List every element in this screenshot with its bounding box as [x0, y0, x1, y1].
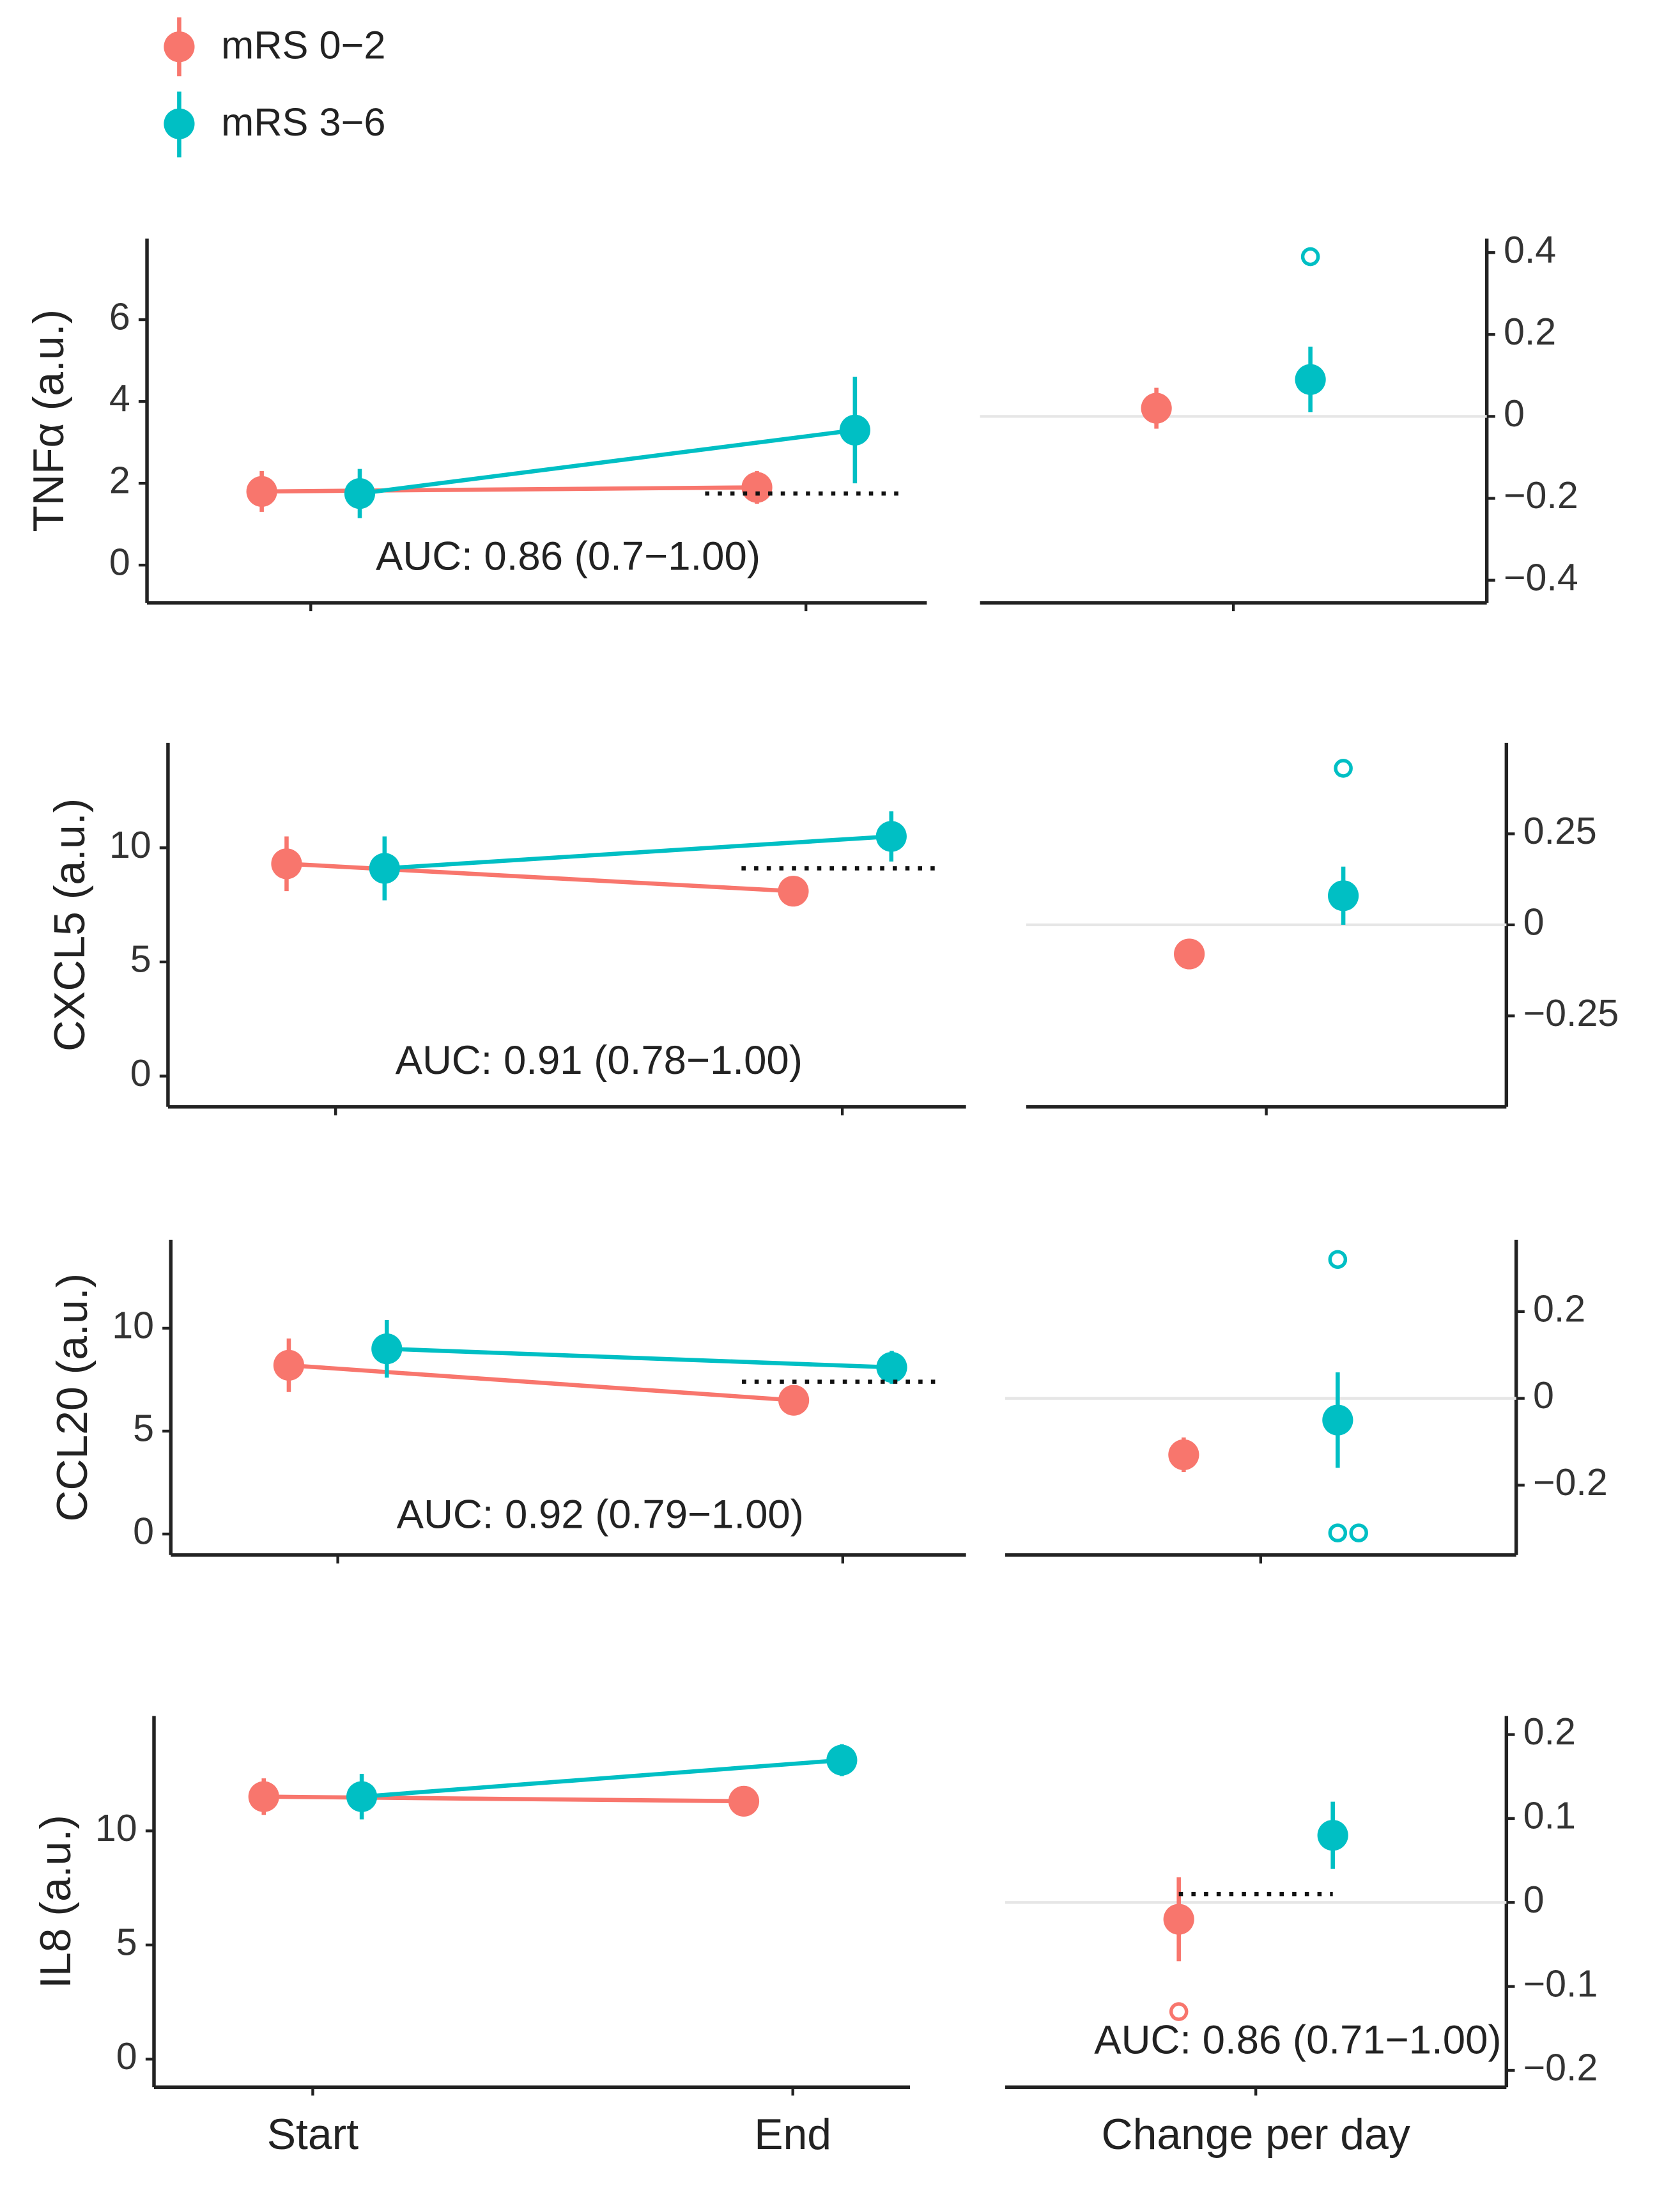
auc-annotation: AUC: 0.91 (0.78−1.00): [396, 1037, 803, 1083]
legend-label: mRS 0−2: [221, 23, 385, 67]
y-tick-label: −0.1: [1523, 1962, 1598, 2005]
y-tick-label: 0: [116, 2035, 137, 2077]
y-tick-label: 4: [109, 377, 130, 420]
mean-point: [741, 472, 773, 503]
mean-point: [1174, 938, 1205, 970]
mean-point: [1163, 1904, 1194, 1935]
y-tick-label: 5: [133, 1407, 154, 1450]
y-tick-label: 6: [109, 295, 130, 338]
y-tick-label: 0.1: [1523, 1794, 1576, 1837]
mean-point: [346, 1781, 378, 1812]
y-tick-label: −0.2: [1523, 2046, 1598, 2089]
outlier: [1169, 2002, 1189, 2021]
y-axis-label: IL8 (a.u.): [32, 1815, 80, 1989]
mean-line: [387, 1346, 892, 1370]
mean-line: [263, 1794, 744, 1804]
y-tick-label: 0.25: [1523, 809, 1597, 852]
mean-point: [875, 821, 907, 852]
mean-point: [728, 1785, 760, 1817]
mean-point: [1317, 1820, 1348, 1851]
y-tick-label: −0.4: [1504, 555, 1578, 598]
mean-point: [778, 1385, 810, 1416]
mean-point: [344, 477, 376, 509]
auc-annotation: AUC: 0.92 (0.79−1.00): [397, 1491, 804, 1537]
mean-point: [1168, 1439, 1199, 1470]
y-tick-label: 0: [109, 541, 130, 584]
y-tick-label: 2: [109, 459, 130, 502]
y-tick-label: −0.2: [1504, 474, 1578, 516]
mean-point: [271, 848, 302, 880]
mean-line: [361, 1758, 842, 1799]
y-tick-label: 5: [130, 938, 151, 981]
mean-line: [288, 1363, 794, 1402]
mean-point: [876, 1351, 907, 1383]
y-tick-label: 0.4: [1504, 228, 1556, 271]
legend-key: [164, 108, 195, 139]
mean-point: [1295, 364, 1326, 395]
y-axis-label: CCL20 (a.u.): [49, 1273, 96, 1522]
mean-point: [778, 876, 809, 907]
y-axis-label: TNFα (a.u.): [25, 309, 73, 532]
mean-point: [246, 476, 277, 507]
y-tick-label: 10: [112, 1304, 154, 1347]
x-tick-label: Change per day: [1102, 2111, 1410, 2159]
y-tick-label: 0.2: [1533, 1287, 1585, 1330]
y-tick-label: 0.2: [1523, 1710, 1576, 1753]
outlier: [1334, 759, 1353, 778]
mean-point: [839, 414, 870, 446]
mean-line: [359, 428, 856, 496]
y-tick-label: −0.2: [1533, 1461, 1608, 1503]
y-tick-label: 0: [130, 1052, 151, 1094]
outlier: [1328, 1523, 1348, 1542]
mean-line: [286, 862, 794, 894]
mean-point: [1328, 880, 1359, 912]
y-tick-label: 10: [109, 823, 151, 866]
legend-key: [164, 31, 195, 63]
y-tick-label: 0: [133, 1510, 154, 1553]
y-tick-label: 0: [1504, 392, 1525, 435]
x-tick-label: End: [754, 2111, 831, 2159]
outlier: [1349, 1523, 1368, 1542]
y-tick-label: 0: [1523, 1878, 1545, 1921]
y-tick-label: −0.25: [1523, 991, 1619, 1034]
y-tick-label: 0: [1533, 1374, 1554, 1416]
outlier: [1328, 1250, 1348, 1269]
mean-line: [261, 485, 757, 494]
auc-annotation: AUC: 0.86 (0.71−1.00): [1094, 2017, 1501, 2062]
mean-point: [371, 1333, 403, 1365]
mean-point: [248, 1781, 279, 1812]
y-tick-label: 5: [116, 1920, 137, 1963]
y-tick-label: 0.2: [1504, 310, 1556, 353]
auc-annotation: AUC: 0.86 (0.7−1.00): [376, 533, 760, 578]
y-tick-label: 10: [95, 1806, 137, 1849]
legend-label: mRS 3−6: [221, 100, 385, 144]
outlier: [1300, 247, 1320, 267]
y-axis-label: CXCL5 (a.u.): [46, 798, 94, 1052]
mean-point: [1322, 1404, 1353, 1436]
mean-point: [826, 1744, 858, 1776]
mean-point: [273, 1349, 305, 1381]
x-tick-label: Start: [267, 2111, 359, 2159]
y-tick-label: 0: [1523, 900, 1545, 943]
mean-line: [384, 834, 892, 871]
mean-point: [1141, 392, 1172, 424]
mean-point: [369, 853, 400, 884]
